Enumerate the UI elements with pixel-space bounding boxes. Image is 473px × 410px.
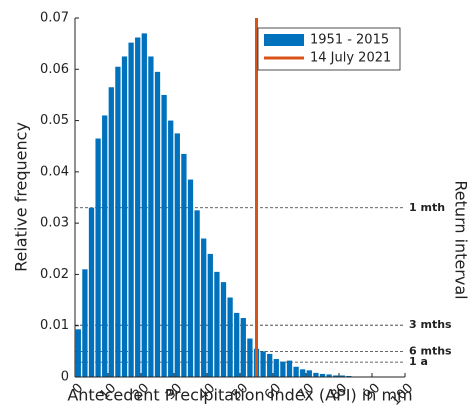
y-tick-label: 0.02 [40, 267, 69, 282]
legend-swatch [264, 34, 304, 46]
legend-label: 14 July 2021 [310, 51, 391, 66]
bar [82, 269, 88, 377]
bar [286, 360, 293, 377]
reference-label: 6 mths [409, 344, 452, 357]
bar [260, 351, 266, 377]
bar [121, 56, 128, 377]
reference-label: 3 mths [409, 318, 452, 331]
bar [108, 87, 114, 377]
y-tick-label: 0.05 [40, 113, 69, 128]
bar [273, 359, 279, 377]
bar [141, 33, 147, 378]
bar [247, 338, 253, 377]
bar [115, 66, 121, 377]
bar [75, 329, 81, 377]
bar [174, 133, 180, 377]
bar [333, 375, 339, 377]
bar [339, 375, 345, 377]
bar [306, 370, 312, 377]
x-axis-label: Antecedent Precipitation Index (API) in … [67, 386, 412, 405]
bar [234, 312, 240, 377]
reference-label: 1 a [409, 355, 428, 368]
reference-label: 1 mth [409, 201, 445, 214]
bar [227, 297, 233, 377]
legend-label: 1951 - 2015 [310, 33, 389, 48]
y2-axis-label: Return interval [452, 180, 471, 299]
bar [313, 372, 319, 377]
bar [293, 366, 299, 377]
bar [300, 369, 306, 377]
bar [148, 56, 154, 377]
bar [88, 207, 95, 377]
bar [187, 179, 194, 377]
y-tick-label: 0.03 [40, 216, 69, 231]
bar [128, 42, 134, 378]
y-axis-label: Relative frequency [12, 122, 31, 272]
bar [201, 238, 207, 377]
y-tick-label: 0 [61, 370, 69, 385]
bar [220, 282, 227, 377]
bar [154, 71, 161, 377]
bar [326, 374, 332, 377]
bar [267, 353, 273, 377]
bar [102, 115, 108, 377]
bar [214, 271, 220, 377]
bar [95, 138, 101, 377]
y-tick-label: 0.01 [40, 318, 69, 333]
bar [181, 153, 187, 377]
bar [240, 318, 246, 377]
y-tick-label: 0.07 [40, 11, 69, 26]
bar [280, 361, 286, 377]
bar [135, 37, 141, 377]
bar [346, 375, 352, 377]
y-tick-label: 0.04 [40, 164, 69, 179]
bar [319, 373, 326, 377]
bar [168, 120, 174, 378]
bar [194, 210, 200, 377]
bar [207, 253, 213, 377]
bar [161, 94, 167, 377]
y-tick-label: 0.06 [40, 62, 69, 77]
